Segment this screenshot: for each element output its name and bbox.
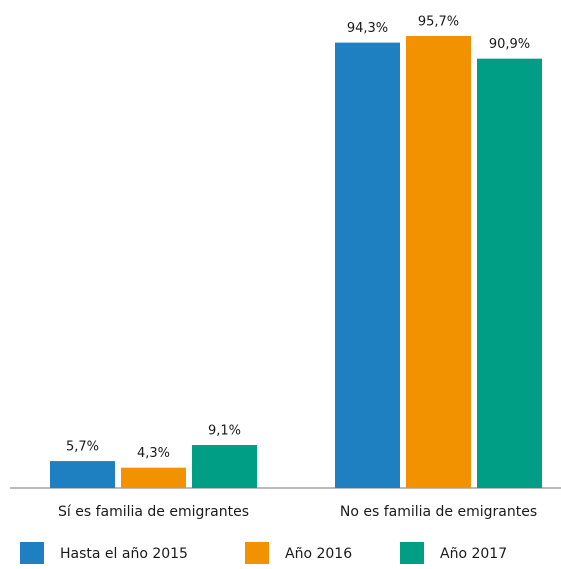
legend-label: Año 2017 [440, 546, 507, 562]
x-tick-label: No es familia de emigrantes [340, 504, 537, 520]
bar [477, 58, 542, 489]
value-label: 5,7% [66, 440, 99, 455]
legend-swatch [245, 542, 269, 564]
bar [335, 42, 400, 488]
legend-swatch [20, 542, 44, 564]
value-label: 4,3% [137, 446, 170, 461]
value-label: 94,3% [347, 21, 388, 36]
legend-swatch [400, 542, 424, 564]
bar [50, 461, 115, 488]
value-label: 90,9% [489, 37, 530, 52]
x-tick-label: Sí es familia de emigrantes [58, 504, 249, 520]
bar [121, 467, 186, 488]
bar [192, 445, 257, 488]
legend-label: Año 2016 [285, 546, 352, 562]
value-label: 95,7% [418, 15, 459, 30]
value-label: 9,1% [208, 424, 241, 439]
legend-label: Hasta el año 2015 [60, 546, 188, 562]
bar [406, 36, 471, 488]
